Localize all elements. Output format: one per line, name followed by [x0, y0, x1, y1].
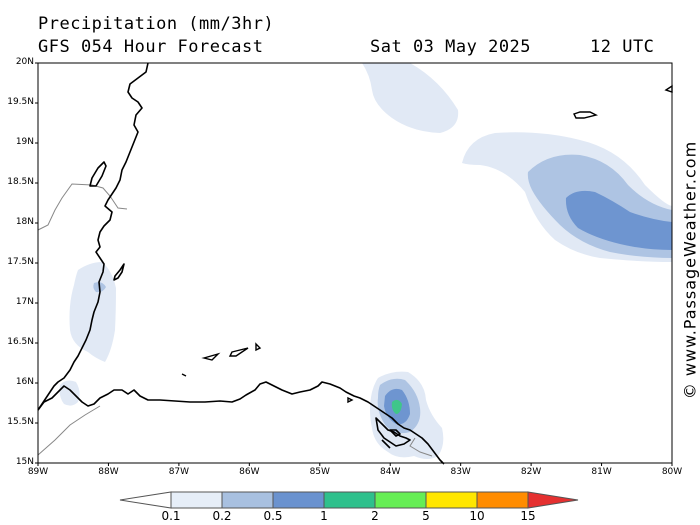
coast-ambergris [89, 161, 107, 187]
forecast-time: 12 UTC [590, 37, 655, 57]
lat-label: 19.5N [7, 97, 34, 107]
legend-swatch [374, 491, 427, 509]
lon-label: 89W [27, 467, 49, 477]
legend-swatch [272, 491, 325, 509]
lat-label: 19N [15, 137, 34, 147]
cayman-islands [573, 111, 599, 119]
coastlines [37, 62, 445, 465]
plot-frame [35, 62, 673, 466]
coast-honduras-north [37, 381, 445, 465]
lon-label: 86W [239, 467, 260, 477]
bay-island-roatan [228, 347, 249, 357]
lat-label: 16N [15, 377, 34, 387]
lon-label: 87W [168, 467, 190, 477]
lat-label: 18N [15, 217, 34, 227]
lat-label: 17.5N [7, 257, 34, 267]
lat-label: 15N [15, 457, 34, 467]
map-border [37, 62, 673, 464]
lon-label: 85W [309, 467, 330, 477]
lon-label: 81W [591, 467, 612, 477]
coast-mosquitia-lagoon [375, 417, 411, 447]
legend-swatch [221, 491, 274, 509]
lon-label: 88W [98, 467, 119, 477]
legend-tick-label: 5 [422, 509, 430, 523]
border-honduras-nicaragua [409, 437, 433, 457]
rain-area-coastal [69, 262, 116, 362]
legend-tick-label: 1 [320, 509, 328, 523]
rain-area-southwest [59, 380, 80, 406]
legend-tick-label: 15 [520, 509, 536, 523]
color-legend [119, 491, 579, 509]
land-borders [37, 183, 433, 457]
chart-title: Precipitation (mm/3hr) [38, 14, 275, 34]
legend-swatch [170, 491, 223, 509]
lon-label: 84W [380, 467, 401, 477]
coast-inner-lagoon [389, 429, 401, 437]
forecast-label: GFS 054 Hour Forecast [38, 37, 264, 57]
lat-label: 15.5N [7, 417, 34, 427]
lat-label: 20N [15, 57, 34, 67]
legend-swatch [476, 491, 529, 509]
lat-label: 18.5N [7, 177, 34, 187]
precipitation-strong [384, 190, 672, 425]
lon-label: 80W [661, 467, 683, 477]
bay-island-guanaja [255, 342, 262, 352]
legend-high-end [527, 491, 579, 509]
lat-label: 17N [15, 297, 34, 307]
lon-label: 83W [450, 467, 471, 477]
coast-south-channel [381, 439, 391, 449]
lat-label: 16.5N [7, 337, 34, 347]
jamaica-edge [664, 84, 673, 93]
legend-tick-label: 0.1 [161, 509, 181, 523]
lon-label: 82W [520, 467, 542, 477]
legend-tick-label: 0.5 [263, 509, 283, 523]
forecast-date: Sat 03 May 2025 [370, 37, 532, 57]
coast-yucatan [37, 62, 149, 411]
rain-area-peak [391, 399, 402, 414]
watermark: © www.PassageWeather.com [680, 140, 700, 400]
cay-south [347, 396, 354, 404]
precipitation-peak [391, 399, 402, 414]
rain-area-east-strong [565, 190, 672, 250]
coast-cozumel [113, 263, 125, 281]
legend-tick-label: 0.2 [212, 509, 232, 523]
bay-island-utila [201, 352, 221, 361]
legend-swatch [425, 491, 478, 509]
legend-tick-label: 2 [371, 509, 379, 523]
border-mexico-belize [37, 183, 128, 231]
island-small-west [181, 373, 187, 377]
legend-swatch [323, 491, 376, 509]
islands [181, 84, 673, 404]
legend-low-end [119, 491, 172, 509]
legend-tick-label: 10 [469, 509, 485, 523]
rain-area-north [362, 63, 459, 133]
border-guatemala-honduras [37, 405, 101, 456]
